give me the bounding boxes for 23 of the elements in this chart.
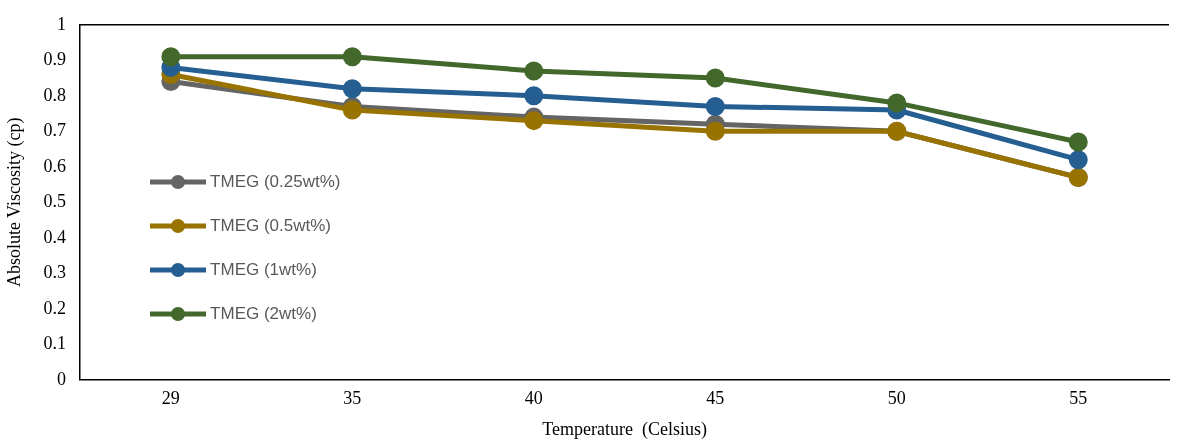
x-tick-label: 50 <box>887 388 906 409</box>
y-tick-label: 0.8 <box>43 84 67 105</box>
y-tick-label: 0 <box>57 368 67 389</box>
y-tick-label: 0.4 <box>43 226 67 247</box>
y-tick-label: 1 <box>57 13 67 34</box>
legend-label: TMEG (2wt%) <box>210 303 317 324</box>
x-tick-label: 45 <box>706 388 725 409</box>
y-axis-title: Absolute Viscosity (cp) <box>3 117 25 288</box>
y-tick-label: 0.9 <box>43 49 67 70</box>
y-tick-label: 0.2 <box>43 297 67 318</box>
legend-label: TMEG (0.25wt%) <box>210 171 341 192</box>
y-tick-label: 0.3 <box>43 262 67 283</box>
x-tick-label: 40 <box>524 388 543 409</box>
x-tick-label: 35 <box>343 388 362 409</box>
y-tick-label: 0.1 <box>43 333 67 354</box>
x-axis-title: Temperature (Celsius) <box>542 418 707 440</box>
y-tick-label: 0.6 <box>43 155 67 176</box>
y-tick-label: 0.5 <box>43 191 67 212</box>
y-tick-label: 0.7 <box>43 120 67 141</box>
x-tick-label: 29 <box>161 388 180 409</box>
legend-label: TMEG (1wt%) <box>210 259 317 280</box>
x-tick-label: 55 <box>1069 388 1088 409</box>
legend-label: TMEG (0.5wt%) <box>210 215 331 236</box>
